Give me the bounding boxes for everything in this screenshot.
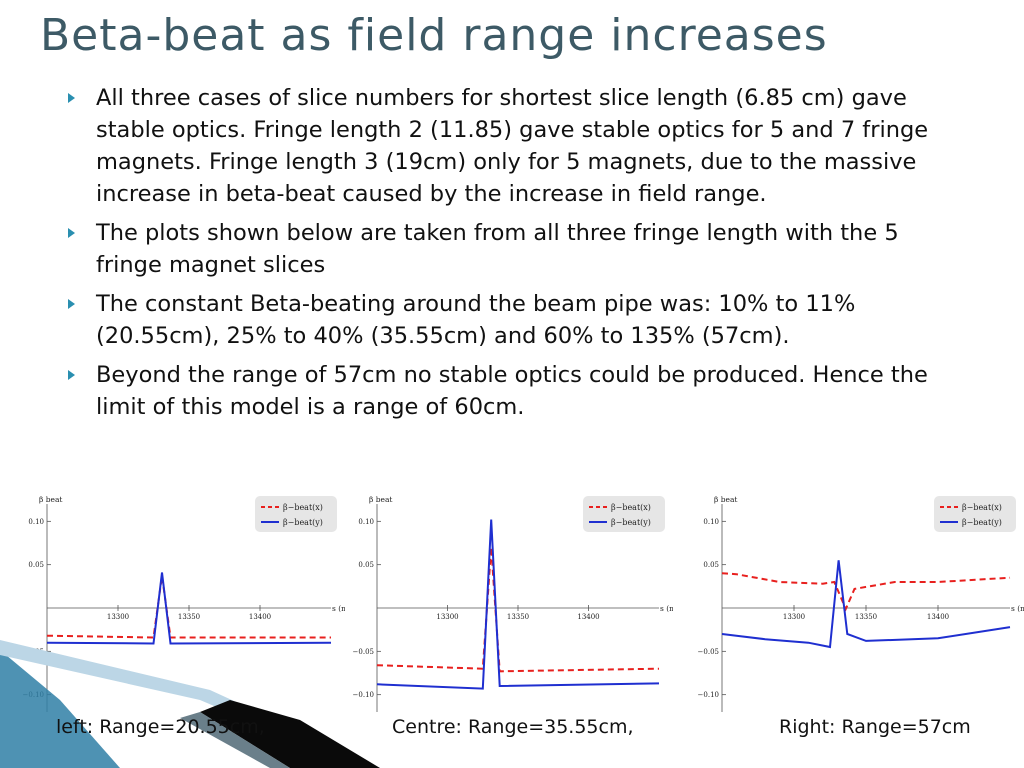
x-axis-label: s (m) [332,604,345,613]
beta-beat-chart-right: β beat s (m) −0.10 −0.05 0.05 0.10 13300 13350 1… [690,490,1024,720]
x-tick-label: 13350 [507,613,529,621]
legend: β−beat(x) β−beat(y) [934,496,1016,532]
series-line-x [376,547,660,673]
beta-beat-chart-centre: β beat s (m) −0.10 −0.05 0.05 0.10 13300 13350 1… [345,490,673,720]
x-tick-label: 13300 [436,613,458,621]
y-tick-label: −0.05 [23,648,44,656]
legend: β−beat(x) β−beat(y) [255,496,337,532]
bullet-item: The constant Beta-beating around the bea… [66,288,966,352]
y-tick-label: −0.10 [698,691,719,699]
bullet-item: Beyond the range of 57cm no stable optic… [66,359,966,423]
y-tick-label: −0.10 [23,691,44,699]
y-tick-label: −0.05 [353,648,374,656]
x-tick-label: 13400 [577,613,599,621]
bullet-arrow-icon [68,299,75,309]
x-tick-label: 13350 [178,613,200,621]
legend-label: β−beat(y) [611,518,651,527]
x-tick-label: 13400 [249,613,271,621]
caption-centre: Centre: Range=35.55cm, [392,716,634,738]
legend-label: β−beat(y) [962,518,1002,527]
bullet-list: All three cases of slice numbers for sho… [66,82,966,430]
x-tick-label: 13350 [855,613,877,621]
y-tick-label: 0.05 [28,561,44,569]
x-tick-label: 13300 [783,613,805,621]
bullet-arrow-icon [68,93,75,103]
x-axis-label: s (m) [660,604,673,613]
y-tick-label: 0.10 [703,518,719,526]
y-tick-label: 0.10 [28,518,44,526]
y-tick-label: 0.10 [358,518,374,526]
beta-beat-chart-left: β beat s (m) −0.10 −0.05 0.05 0.10 13300 13350 1… [15,490,345,720]
chart-svg: β beat s (m) −0.10 −0.05 0.05 0.10 13300 13350 1… [23,495,345,712]
y-axis-label: β beat [714,495,737,504]
chart-svg: β beat s (m) −0.10 −0.05 0.05 0.10 13300 13350 1… [698,495,1024,712]
series-line-y [376,519,660,690]
bullet-item: The plots shown below are taken from all… [66,217,966,281]
legend-label: β−beat(x) [962,503,1002,512]
series-line-y [721,560,1011,649]
x-tick-label: 13300 [107,613,129,621]
legend-label: β−beat(y) [283,518,323,527]
legend: β−beat(x) β−beat(y) [583,496,665,532]
legend-label: β−beat(x) [611,503,651,512]
page-title: Beta-beat as field range increases [40,10,828,61]
bullet-text: The plots shown below are taken from all… [96,220,899,278]
y-tick-label: −0.05 [698,648,719,656]
x-tick-label: 13400 [927,613,949,621]
bullet-arrow-icon [68,370,75,380]
series-line-x [721,572,1011,612]
y-axis-label: β beat [39,495,62,504]
x-axis-label: s (m) [1011,604,1024,613]
y-tick-label: 0.05 [703,561,719,569]
y-axis-label: β beat [369,495,392,504]
y-tick-label: −0.10 [353,691,374,699]
legend-label: β−beat(x) [283,503,323,512]
bullet-text: The constant Beta-beating around the bea… [96,291,856,349]
bullet-arrow-icon [68,228,75,238]
chart-svg: β beat s (m) −0.10 −0.05 0.05 0.10 13300 13350 1… [353,495,673,712]
bullet-item: All three cases of slice numbers for sho… [66,82,966,210]
caption-left: left: Range=20.55cm, [56,716,265,738]
y-tick-label: 0.05 [358,561,374,569]
bullet-text: All three cases of slice numbers for sho… [96,85,929,207]
bullet-text: Beyond the range of 57cm no stable optic… [96,362,928,420]
caption-right: Right: Range=57cm [779,716,971,738]
series-line-x [46,575,331,639]
